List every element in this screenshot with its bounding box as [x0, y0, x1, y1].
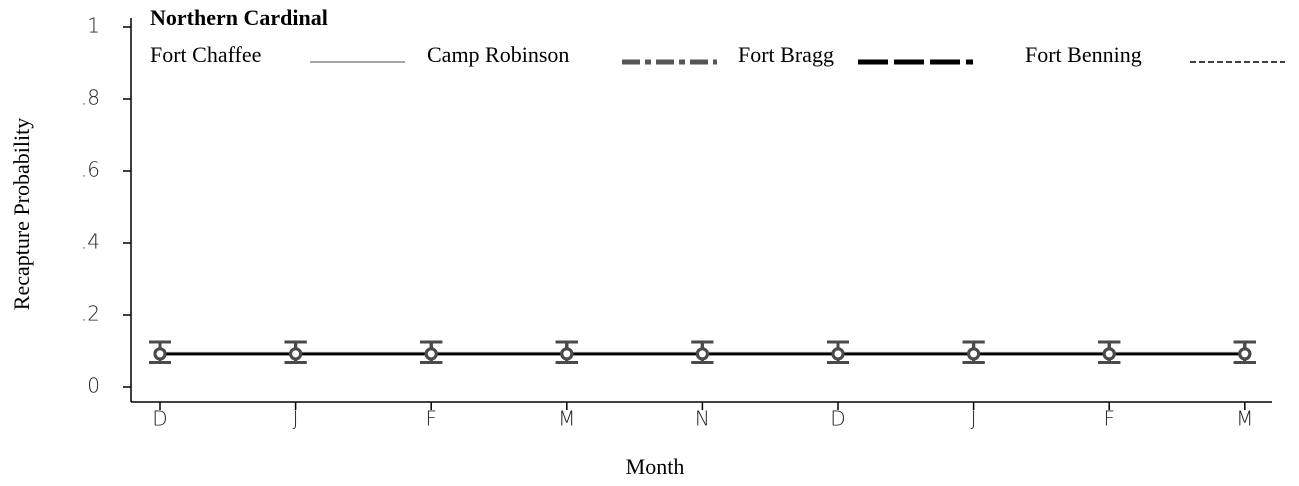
x-tick-label: M	[1236, 407, 1253, 431]
point	[560, 347, 574, 361]
x-tick-label: J	[293, 407, 299, 431]
x-tick-label: F	[1103, 407, 1115, 431]
x-axis-label: Month	[626, 454, 685, 479]
y-tick-label: .6	[81, 158, 100, 182]
point	[1238, 347, 1252, 361]
y-tick-label: .2	[81, 302, 100, 326]
legend-label: Fort Chaffee	[150, 42, 261, 67]
point	[695, 347, 709, 361]
y-axis-label: Recapture Probability	[9, 118, 34, 310]
y-tick-label: 0	[87, 374, 100, 398]
y-tick-label: .4	[81, 230, 100, 254]
x-tick-label: J	[971, 407, 977, 431]
point	[967, 347, 981, 361]
x-tick-label: D	[830, 407, 845, 431]
x-tick-label: M	[558, 407, 575, 431]
chart-title: Northern Cardinal	[150, 5, 328, 30]
legend-label: Fort Benning	[1025, 42, 1142, 67]
point	[831, 347, 845, 361]
point	[289, 347, 303, 361]
y-tick-label: .8	[81, 86, 100, 110]
point	[424, 347, 438, 361]
legend-label: Fort Bragg	[738, 42, 834, 67]
x-tick-label: D	[152, 407, 167, 431]
x-tick-label: F	[425, 407, 437, 431]
point	[1102, 347, 1116, 361]
point	[153, 347, 167, 361]
x-tick-label: N	[695, 407, 710, 431]
y-tick-label: 1	[87, 14, 100, 38]
legend-label: Camp Robinson	[427, 42, 569, 67]
